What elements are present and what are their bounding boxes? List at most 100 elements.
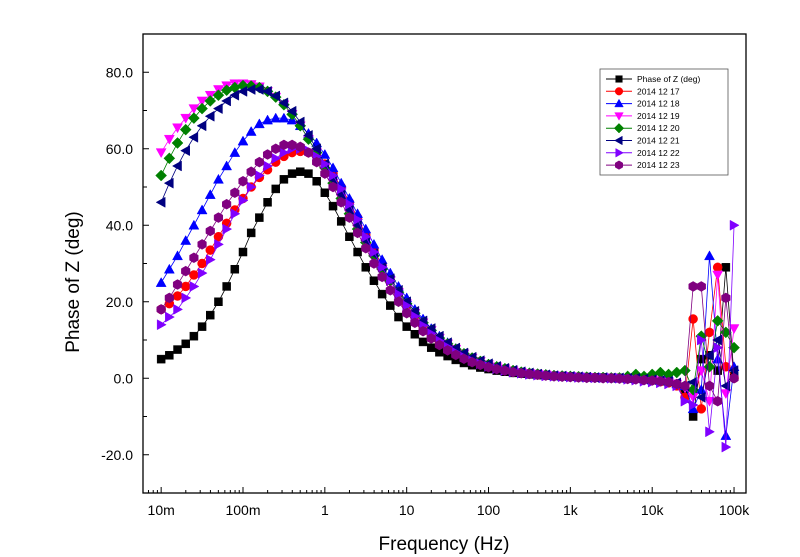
data-point [230,208,241,220]
data-point [238,175,248,187]
data-point [230,264,240,274]
data-point [688,281,698,292]
data-point [246,228,256,238]
x-tick-label: 1k [563,502,579,518]
data-point [720,380,731,392]
data-point [172,160,182,172]
data-point [205,245,216,255]
data-point [720,389,732,400]
data-point [695,391,706,403]
legend-marker [615,75,623,83]
data-point [253,84,264,95]
data-point [426,343,436,352]
data-point [418,325,428,337]
data-point [164,292,174,304]
data-point [451,349,461,361]
data-point [361,263,371,272]
data-point [361,242,371,254]
data-point [393,296,404,308]
data-point [172,123,183,134]
x-tick-label: 10k [641,502,665,518]
data-point [711,315,724,327]
data-point [713,366,722,375]
data-point [639,374,649,386]
data-point [155,277,167,287]
data-point [712,262,723,273]
data-point [163,263,175,274]
data-point [377,271,387,283]
legend-label: 2014 12 18 [637,99,680,109]
legend-label: Phase of Z (deg) [637,74,700,84]
data-point [221,160,233,171]
data-point [672,378,682,390]
data-point [156,304,166,315]
legend-marker [614,135,623,146]
legend-label: 2014 12 21 [637,136,680,146]
data-point [278,112,290,123]
data-point [302,129,313,141]
data-point [704,380,715,392]
data-point [246,181,257,193]
data-point [237,85,248,97]
data-point [705,426,716,438]
y-axis-title: Phase of Z (deg) [63,211,84,353]
data-point [541,370,551,381]
data-point [196,96,208,107]
data-point [670,366,683,379]
data-point [197,239,207,250]
data-point [565,371,575,383]
data-point [353,247,362,257]
legend-marker [613,123,625,134]
data-point [582,372,592,384]
data-point [623,373,633,385]
data-point [426,333,436,344]
data-point [385,284,395,296]
legend-label: 2014 12 19 [637,111,680,121]
data-point [271,152,282,164]
data-point [181,265,191,277]
data-point [721,263,731,272]
data-point [459,353,469,365]
data-point [197,258,207,269]
y-tick-label: 80.0 [106,64,133,80]
data-point [712,353,724,364]
data-point [647,375,657,386]
legend-box [599,68,729,176]
data-point [221,95,231,107]
data-point [327,162,339,173]
data-point [212,89,225,102]
data-point [386,301,395,310]
data-point [206,310,215,320]
data-point [180,281,191,292]
data-point [155,169,168,182]
data-point [369,276,379,285]
data-point [189,331,199,341]
legend-marker [614,112,624,121]
data-point [206,254,216,266]
data-point [344,212,354,223]
data-point [279,175,289,184]
data-point [271,143,281,155]
data-point [590,372,600,384]
data-point [189,281,200,292]
data-point [181,292,192,304]
data-point [189,252,199,264]
data-point [443,345,453,356]
data-point [165,351,174,360]
data-point [304,169,313,178]
data-point [196,204,208,215]
legend-marker [615,160,623,170]
data-point [172,250,183,261]
data-point [606,372,616,384]
data-point [214,238,224,250]
data-point [631,374,641,385]
data-point [246,166,256,177]
data-point [320,188,330,197]
data-point [573,372,584,383]
data-point [680,395,691,407]
data-point [172,291,183,301]
data-point [713,395,723,407]
data-point [500,365,510,376]
data-point [712,334,722,346]
legend-label: 2014 12 23 [637,160,680,170]
